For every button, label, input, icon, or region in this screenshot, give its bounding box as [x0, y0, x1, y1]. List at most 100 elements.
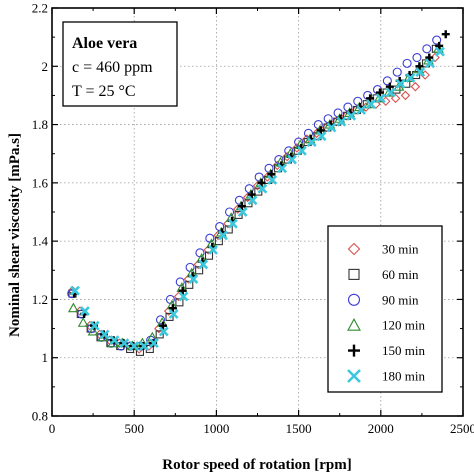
series-180-min: [70, 46, 445, 351]
data-point: [178, 286, 187, 295]
data-point: [165, 312, 174, 321]
legend-marker-triangle-icon: [347, 318, 361, 331]
data-point: [77, 317, 89, 327]
legend: 30 min 60 min 90 min 120 min 150 min 180 min: [327, 225, 443, 393]
legend-marker-diamond-icon: [347, 242, 361, 256]
legend-item: 90 min: [347, 292, 419, 307]
data-point: [119, 338, 130, 349]
data-point: [287, 154, 297, 165]
data-point: [311, 128, 322, 139]
data-point: [109, 335, 120, 346]
data-point: [366, 99, 376, 110]
data-point: [155, 330, 164, 339]
y-tick-label: 1.6: [32, 175, 49, 190]
legend-item: 120 min: [347, 318, 425, 333]
data-point: [441, 30, 450, 39]
y-axis-label: Nominal shear viscosity [mPa.s]: [7, 133, 23, 337]
data-point: [242, 192, 253, 203]
data-point: [158, 326, 169, 337]
x-tick-label: 1500: [286, 421, 312, 436]
data-point: [163, 306, 174, 316]
data-point: [366, 94, 375, 103]
data-point: [412, 52, 422, 63]
data-point: [237, 202, 246, 211]
data-point: [237, 207, 248, 217]
data-point: [70, 285, 80, 296]
data-point: [247, 190, 256, 199]
data-point: [257, 183, 268, 194]
data-point: [435, 46, 445, 57]
data-point: [422, 44, 432, 54]
legend-item: 150 min: [348, 343, 425, 358]
legend-label: 180 min: [382, 369, 425, 384]
data-point: [392, 67, 402, 77]
data-point: [375, 93, 386, 104]
data-point: [227, 218, 238, 229]
data-point: [277, 163, 288, 174]
y-tick-label: 0.8: [32, 409, 48, 424]
data-point: [346, 110, 357, 121]
data-point: [149, 338, 159, 349]
legend-label: 30 min: [382, 242, 419, 257]
y-tick-label: 1.8: [32, 117, 48, 132]
annotation-line-3: T = 25 °C: [72, 83, 136, 100]
data-point: [430, 52, 440, 63]
data-point: [400, 90, 411, 101]
data-point: [154, 323, 164, 334]
data-point: [267, 175, 278, 185]
data-point: [274, 154, 284, 165]
legend-marker-cross-icon: [347, 369, 361, 383]
data-point: [435, 41, 444, 50]
data-point: [432, 35, 442, 45]
data-point: [252, 180, 263, 191]
data-point: [282, 151, 292, 162]
y-tick-label: 2.2: [32, 1, 48, 16]
data-point: [272, 160, 283, 171]
data-point: [129, 341, 140, 351]
data-point: [79, 306, 90, 317]
data-point: [188, 274, 199, 284]
x-tick-label: 0: [49, 421, 56, 436]
data-point: [262, 172, 273, 182]
data-point: [67, 302, 79, 313]
data-point: [425, 53, 434, 62]
data-point: [232, 204, 243, 214]
data-point: [316, 126, 325, 135]
legend-marker-plus-icon: [348, 344, 360, 357]
data-point: [257, 178, 266, 187]
data-point: [390, 93, 401, 104]
data-points: [67, 30, 450, 356]
legend-item: 30 min: [347, 242, 419, 257]
annotation-frame: [62, 21, 178, 107]
x-axis-label: Rotor speed of rotation [rpm]: [162, 457, 351, 473]
data-point: [410, 81, 421, 92]
data-point: [139, 341, 149, 351]
y-tick-label: 1.4: [32, 234, 49, 249]
data-point: [198, 259, 209, 270]
legend-item: 60 min: [348, 267, 419, 282]
legend-label: 150 min: [382, 343, 425, 358]
legend-marker-circle-icon: [347, 293, 361, 306]
data-point: [208, 244, 219, 255]
annotation-box: Aloe vera c = 460 ppm T = 25 °C: [62, 21, 178, 107]
data-point: [89, 320, 100, 331]
data-point: [292, 143, 302, 153]
data-point: [306, 137, 317, 147]
data-point: [385, 87, 396, 98]
data-point: [244, 199, 253, 208]
data-point: [296, 145, 307, 156]
data-point: [267, 170, 276, 179]
x-tick-label: 500: [124, 421, 144, 436]
data-point: [294, 137, 304, 147]
legend-label: 60 min: [382, 267, 419, 282]
grid-lines: [52, 8, 463, 416]
legend-label: 120 min: [382, 318, 425, 333]
data-point: [326, 122, 337, 133]
data-point: [402, 58, 412, 68]
data-point: [158, 321, 167, 330]
data-point: [178, 291, 189, 302]
x-tick-label: 2000: [368, 421, 394, 436]
data-point: [254, 187, 263, 196]
data-point: [356, 105, 366, 115]
x-tick-label: 1000: [203, 421, 229, 436]
